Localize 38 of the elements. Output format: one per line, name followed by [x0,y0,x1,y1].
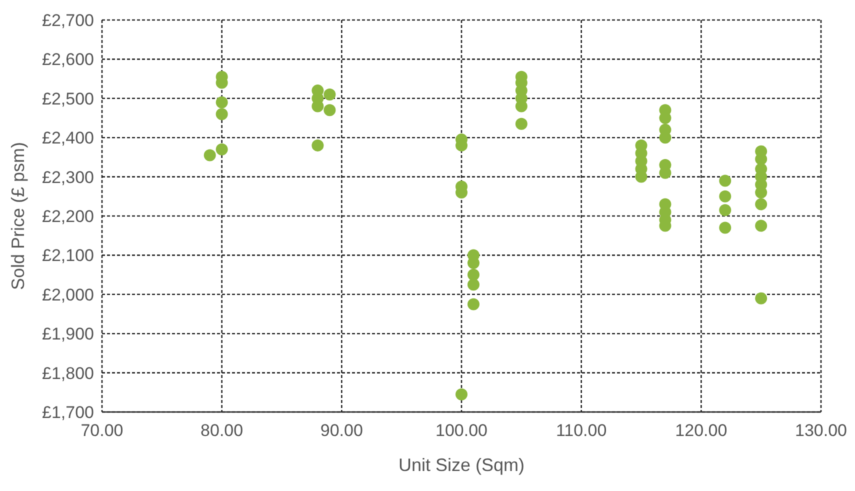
point [456,388,468,400]
point [324,104,336,116]
y-tick-label: £2,700 [42,11,94,30]
x-axis-title: Unit Size (Sqm) [398,455,525,475]
y-tick-label: £1,700 [42,403,94,422]
x-tick-label: 110.00 [556,421,607,440]
y-tick-label: £2,200 [42,207,94,226]
x-tick-label: 80.00 [200,421,244,440]
point [719,222,732,234]
x-tick-label: 120.00 [675,421,728,440]
y-axis-title: Sold Price (£ psm) [8,142,28,290]
y-tick-label: £1,900 [42,324,94,344]
point [312,139,324,152]
x-tick-label: 130.00 [795,421,847,440]
x-tick-label: 100.00 [436,421,488,440]
y-tick-label: £2,400 [42,128,94,148]
point [216,143,228,156]
point [204,149,216,162]
point [719,190,732,202]
x-tick-label: 70.00 [80,421,124,440]
y-tick-label: £1,800 [42,364,94,383]
y-tick-label: £2,300 [42,168,94,187]
point [324,88,336,100]
point [216,96,228,108]
point [755,220,768,232]
y-tick-label: £2,500 [42,89,94,108]
point [719,174,732,187]
point [467,298,480,310]
point [515,118,528,130]
point [755,292,768,304]
y-tick-label: £2,100 [42,246,94,266]
point [216,108,228,120]
y-tick-label: £2,600 [42,50,94,70]
point [719,204,732,216]
point [755,198,768,210]
x-tick-label: 90.00 [320,421,363,440]
y-tick-label: £2,000 [42,285,94,304]
point [467,278,480,291]
